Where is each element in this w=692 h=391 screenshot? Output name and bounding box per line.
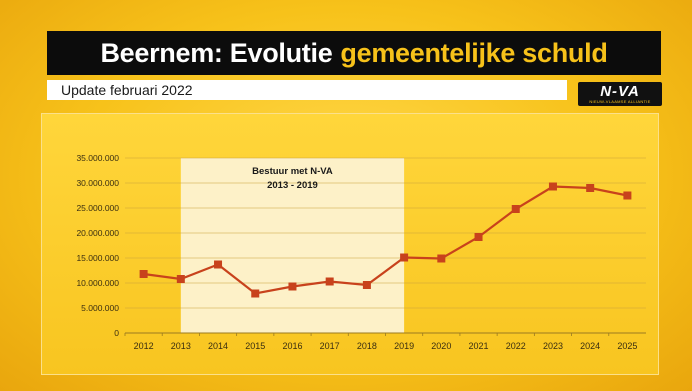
y-tick-label: 25.000.000 <box>76 203 119 213</box>
x-tick-label: 2012 <box>134 341 154 351</box>
data-point <box>548 182 557 191</box>
data-point <box>139 270 148 278</box>
data-point <box>586 184 595 192</box>
y-tick-label: 15.000.000 <box>76 253 119 263</box>
data-point <box>176 275 185 283</box>
y-tick-label: 35.000.000 <box>76 153 119 163</box>
data-point <box>437 254 446 263</box>
y-tick-label: 30.000.000 <box>76 178 119 188</box>
x-tick-label: 2013 <box>171 341 191 351</box>
y-tick-label: 20.000.000 <box>76 228 119 238</box>
title-part-2: gemeentelijke schuld <box>340 37 608 68</box>
data-point <box>251 289 260 298</box>
nva-logo: N-VA NIEUW-VLAAMSE ALLIANTIE <box>578 82 662 106</box>
x-tick-label: 2019 <box>394 341 414 351</box>
x-tick-label: 2025 <box>617 341 637 351</box>
subtitle: Update februari 2022 <box>47 80 567 100</box>
highlight-band <box>180 158 405 333</box>
series-line <box>143 185 628 295</box>
x-tick-label: 2023 <box>543 341 563 351</box>
data-point <box>362 281 371 289</box>
data-point <box>474 233 483 241</box>
debt-line-chart: 0 5.000.000 10.000.000 15.000.000 20.000.000… <box>76 153 646 351</box>
x-tick-label: 2017 <box>320 341 340 351</box>
x-tick-label: 2014 <box>208 341 228 351</box>
logo-text: N-VA <box>600 82 640 100</box>
x-tick-label: 2016 <box>282 341 302 351</box>
data-point <box>325 277 334 286</box>
data-point <box>511 205 520 213</box>
x-tick-label: 2020 <box>431 341 451 351</box>
x-tick-label: 2015 <box>245 341 265 351</box>
data-point <box>623 191 632 200</box>
data-point <box>400 253 409 262</box>
y-tick-label: 10.000.000 <box>76 278 119 288</box>
x-tick-label: 2018 <box>357 341 377 351</box>
y-tick-label: 5.000.000 <box>81 303 119 313</box>
title-part-1: Beernem: Evolutie <box>100 37 333 68</box>
data-point <box>288 282 297 291</box>
x-tick-label: 2022 <box>506 341 526 351</box>
y-tick-label: 0 <box>114 328 119 338</box>
chart-frame: 0 5.000.000 10.000.000 15.000.000 20.000.000… <box>41 113 659 375</box>
logo-subtext: NIEUW-VLAAMSE ALLIANTIE <box>589 98 651 104</box>
page-title: Beernem: Evolutie gemeentelijke schuld <box>47 31 661 75</box>
annotation-line-1: Bestuur met N-VA <box>252 166 333 177</box>
x-tick-label: 2021 <box>469 341 489 351</box>
annotation-line-2: 2013 - 2019 <box>267 180 318 191</box>
x-tick-label: 2024 <box>580 341 600 351</box>
data-point <box>214 260 223 269</box>
